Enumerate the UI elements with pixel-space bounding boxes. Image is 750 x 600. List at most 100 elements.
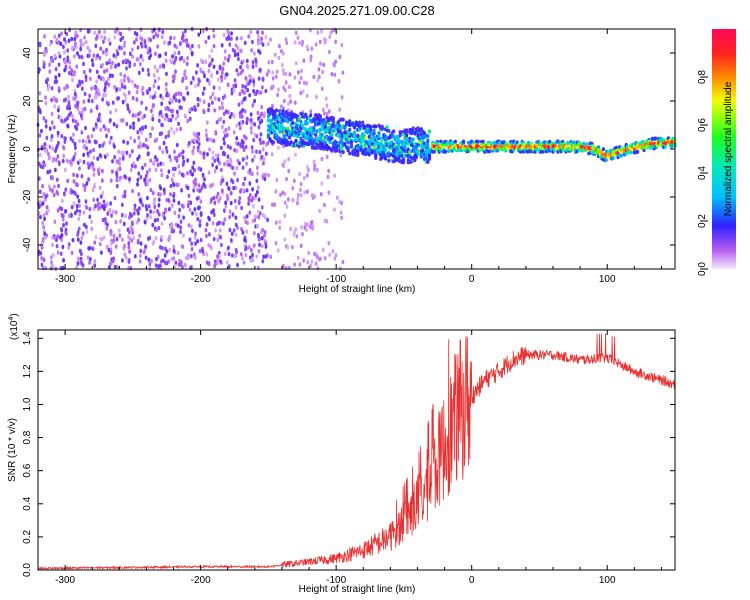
ridge-cell	[286, 126, 290, 131]
noise-cell	[186, 253, 190, 258]
noise-cell	[244, 156, 248, 161]
noise-cell	[157, 264, 160, 269]
noise-cell	[181, 155, 185, 160]
ridge-cell	[300, 123, 305, 128]
ridge-cell	[364, 136, 368, 141]
noise-cell	[111, 159, 114, 164]
noise-cell	[78, 79, 81, 84]
noise-cell	[244, 135, 248, 141]
noise-cell	[144, 44, 147, 49]
noise-cell	[174, 69, 177, 74]
noise-cell	[293, 262, 296, 267]
noise-cell	[76, 51, 79, 56]
noise-cell	[49, 255, 53, 260]
noise-cell	[267, 60, 271, 65]
noise-cell	[138, 127, 142, 132]
noise-cell	[79, 38, 83, 44]
noise-cell	[147, 236, 150, 242]
ridge-cell	[418, 140, 422, 145]
noise-cell	[249, 130, 253, 135]
noise-cell	[243, 176, 247, 181]
noise-cell	[107, 265, 111, 270]
noise-cell	[86, 135, 90, 140]
noise-cell	[256, 110, 260, 116]
ridge-cell	[419, 154, 423, 159]
noise-cell	[171, 54, 174, 59]
noise-cell	[215, 70, 219, 75]
noise-cell	[108, 41, 112, 46]
noise-cell	[245, 116, 249, 122]
noise-cell	[118, 233, 122, 238]
noise-cell	[40, 145, 44, 150]
noise-cell	[113, 35, 117, 40]
noise-cell	[63, 68, 67, 73]
ridge-cell	[297, 116, 301, 121]
noise-cell	[123, 174, 127, 179]
noise-cell	[175, 142, 179, 148]
noise-cell	[78, 138, 81, 144]
noise-cell	[112, 233, 116, 239]
noise-cell	[257, 249, 261, 254]
noise-cell	[56, 130, 60, 136]
noise-cell	[237, 102, 241, 107]
noise-cell	[109, 229, 113, 235]
figure-title: GN04.2025.271.09.00.C28	[279, 3, 434, 18]
noise-cell	[251, 204, 255, 209]
noise-cell	[282, 163, 286, 169]
noise-cell	[127, 259, 131, 264]
noise-cell	[212, 208, 215, 214]
y-tick-label: 1.2	[22, 364, 33, 378]
noise-cell	[183, 113, 187, 118]
noise-cell	[48, 42, 52, 47]
noise-cell	[118, 87, 122, 92]
noise-cell	[127, 244, 131, 250]
ridge-cell	[427, 156, 432, 161]
noise-cell	[240, 256, 244, 261]
noise-cell	[65, 116, 69, 121]
noise-cell	[50, 86, 54, 91]
noise-cell	[306, 260, 310, 265]
noise-cell	[234, 215, 238, 220]
noise-cell	[101, 143, 105, 148]
noise-cell	[250, 48, 254, 53]
noise-cell	[294, 30, 298, 35]
noise-cell	[104, 220, 108, 226]
noise-cell	[50, 97, 53, 103]
noise-cell	[226, 154, 230, 159]
noise-cell	[177, 262, 181, 267]
noise-cell	[181, 173, 185, 178]
ridge-cell	[413, 158, 417, 163]
noise-cell	[94, 86, 98, 91]
noise-cell	[198, 219, 202, 224]
noise-cell	[175, 158, 179, 163]
noise-cell	[109, 178, 113, 183]
noise-cell	[63, 167, 67, 173]
noise-cell	[102, 199, 106, 204]
noise-cell	[217, 117, 221, 123]
ridge-cell	[642, 145, 646, 150]
colorbar: 0.00.20.40.60.8 Normalized spectral ampl…	[697, 29, 736, 276]
noise-cell	[244, 84, 247, 90]
noise-cell	[167, 130, 171, 135]
noise-cell	[43, 162, 47, 168]
noise-cell	[168, 40, 172, 45]
noise-cell	[319, 191, 323, 197]
noise-cell	[224, 127, 228, 133]
noise-cell	[138, 61, 142, 67]
noise-cell	[259, 140, 263, 146]
noise-cell	[64, 40, 68, 45]
noise-cell	[261, 175, 265, 180]
noise-cell	[59, 41, 63, 47]
noise-cell	[251, 59, 255, 65]
noise-cell	[84, 39, 88, 45]
noise-cell	[57, 33, 61, 38]
noise-cell	[232, 113, 236, 118]
noise-cell	[278, 225, 282, 230]
noise-cell	[248, 93, 252, 98]
noise-cell	[70, 213, 73, 218]
y-tick-label: 0.0	[22, 563, 33, 577]
noise-cell	[241, 165, 245, 170]
noise-cell	[87, 53, 91, 58]
noise-cell	[171, 108, 175, 114]
noise-cell	[143, 220, 147, 225]
